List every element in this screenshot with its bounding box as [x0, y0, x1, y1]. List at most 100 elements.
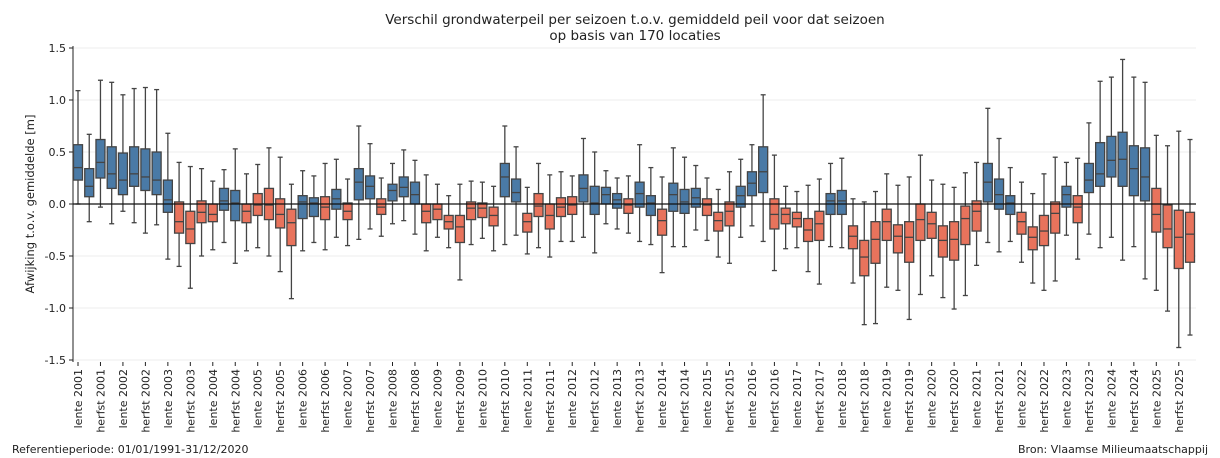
box-51 [634, 144, 645, 243]
box-32 [421, 174, 432, 252]
x-tick-label: herfst 2003 [184, 369, 197, 433]
box-16 [241, 173, 252, 252]
x-tick-label: herfst 2020 [948, 369, 961, 433]
x-tick-label: lente 2020 [926, 369, 939, 428]
box-79 [948, 186, 960, 310]
box-27 [364, 143, 376, 230]
box-62 [758, 94, 769, 243]
x-tick-label: lente 2008 [387, 369, 400, 428]
box-iqr [465, 201, 477, 221]
x-tick-label: herfst 2005 [274, 369, 287, 433]
box-iqr [230, 189, 241, 222]
box-iqr [724, 201, 735, 227]
box-99 [1173, 130, 1184, 349]
box-iqr [600, 186, 612, 205]
box-iqr [814, 210, 825, 242]
x-tick-label: lente 2005 [252, 369, 265, 428]
box-iqr [499, 162, 510, 198]
box-iqr [937, 225, 949, 258]
box-22 [308, 175, 320, 244]
box-96 [1139, 81, 1151, 280]
chart-title: Verschil grondwaterpeil per seizoen t.o.… [385, 12, 885, 28]
box-74 [892, 184, 904, 291]
box-33 [432, 183, 443, 238]
box-5 [117, 94, 129, 212]
box-7 [140, 86, 151, 234]
x-tick-label: herfst 2008 [409, 369, 422, 433]
x-tick-label: lente 2009 [431, 369, 444, 428]
x-tick-label: lente 2010 [476, 369, 489, 428]
box-iqr [589, 185, 600, 216]
box-42 [533, 162, 544, 249]
x-tick-label: lente 2002 [117, 369, 130, 428]
box-58 [713, 188, 724, 258]
box-92 [1094, 80, 1106, 249]
box-iqr [510, 178, 522, 203]
box-iqr [129, 146, 140, 187]
x-tick-label: herfst 2012 [589, 369, 602, 433]
box-63 [769, 154, 780, 272]
y-tick-label: 0.0 [49, 198, 67, 211]
x-tick-label: herfst 2010 [499, 369, 512, 433]
box-iqr [364, 175, 376, 200]
box-19 [275, 156, 286, 273]
box-35 [454, 183, 466, 281]
box-8 [151, 88, 162, 226]
box-iqr [645, 195, 656, 217]
box-90 [1072, 157, 1083, 260]
box-38 [488, 185, 499, 252]
x-tick-label: herfst 2001 [94, 369, 107, 433]
box-36 [465, 180, 477, 246]
x-tick-label: herfst 2023 [1083, 369, 1096, 433]
x-tick-label: lente 2021 [971, 369, 984, 428]
x-tick-label: lente 2025 [1150, 369, 1163, 428]
box-57 [701, 177, 713, 242]
box-4 [106, 81, 117, 225]
box-71 [859, 201, 870, 326]
box-80 [960, 172, 971, 297]
box-25 [342, 178, 353, 247]
box-iqr [904, 221, 915, 263]
box-64 [780, 185, 791, 250]
box-6 [129, 87, 140, 224]
box-30 [398, 149, 409, 222]
box-75 [904, 176, 915, 321]
box-98 [1162, 145, 1173, 312]
box-iqr [106, 146, 117, 190]
x-tick-label: lente 2016 [746, 369, 759, 428]
box-iqr [409, 181, 421, 205]
box-72 [870, 190, 881, 325]
box-54 [668, 147, 679, 248]
box-iqr [1050, 201, 1061, 234]
y-tick-label: -1.5 [45, 354, 66, 367]
x-tick-label: herfst 2016 [768, 369, 781, 433]
box-29 [387, 162, 398, 225]
box-2 [84, 133, 95, 223]
box-iqr [544, 203, 555, 230]
box-73 [881, 173, 892, 288]
box-59 [724, 171, 735, 264]
box-45 [567, 175, 578, 243]
box-26 [353, 125, 364, 241]
x-tick-label: herfst 2014 [679, 369, 692, 433]
box-iqr [117, 152, 129, 196]
box-iqr [95, 138, 106, 179]
box-56 [690, 164, 701, 231]
box-65 [791, 190, 803, 249]
box-iqr [387, 183, 398, 202]
box-48 [600, 170, 612, 225]
box-iqr [1162, 204, 1173, 249]
box-iqr [421, 203, 432, 224]
box-iqr [185, 210, 196, 245]
box-iqr [533, 192, 544, 218]
box-iqr [319, 196, 331, 221]
box-iqr [140, 148, 151, 192]
x-tick-label: herfst 2006 [319, 369, 332, 433]
box-iqr [162, 179, 174, 213]
box-55 [679, 156, 690, 248]
box-47 [589, 151, 600, 254]
reference-period: Referentieperiode: 01/01/1991-31/12/2020 [12, 443, 249, 456]
box-iqr [72, 144, 84, 181]
x-tick-label: herfst 2002 [139, 369, 152, 433]
box-iqr [275, 198, 286, 229]
